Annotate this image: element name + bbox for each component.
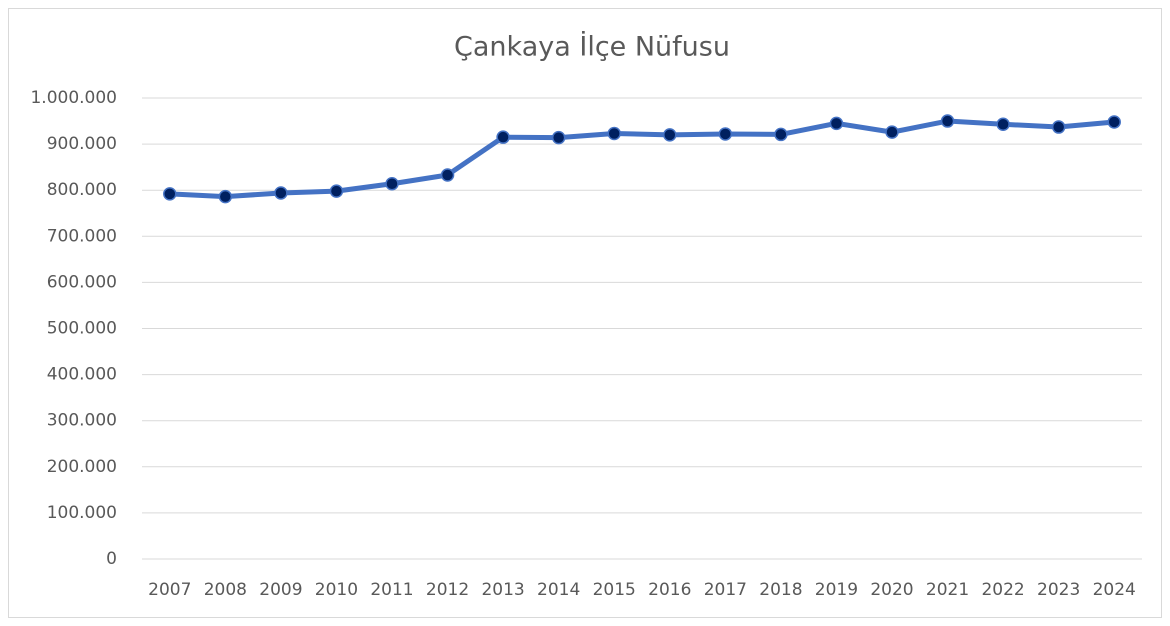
data-point	[218, 189, 233, 204]
data-point	[774, 127, 788, 142]
y-tick-label: 0	[106, 549, 117, 569]
x-tick-label: 2015	[593, 580, 636, 600]
x-tick-label: 2017	[704, 580, 747, 600]
data-point	[163, 187, 177, 201]
x-tick-label: 2016	[648, 580, 691, 600]
data-point	[663, 128, 677, 142]
data-point	[440, 168, 455, 182]
y-tick-label: 500.000	[47, 319, 117, 339]
y-tick-label: 800.000	[47, 180, 117, 200]
x-tick-label: 2019	[815, 580, 858, 600]
y-tick-label: 300.000	[47, 411, 117, 431]
data-point	[551, 130, 566, 145]
data-point	[496, 130, 510, 144]
data-point	[607, 126, 621, 141]
x-tick-label: 2011	[370, 580, 413, 600]
y-tick-label: 200.000	[47, 457, 117, 477]
x-tick-label: 2018	[759, 580, 802, 600]
x-tick-label: 2008	[204, 580, 247, 600]
data-line	[169, 118, 1115, 200]
x-tick-label: 2012	[426, 580, 469, 600]
data-point	[718, 127, 733, 141]
x-tick-label: 2022	[981, 580, 1024, 600]
data-point	[829, 116, 844, 131]
data-point	[274, 186, 288, 200]
x-tick-label: 2010	[315, 580, 358, 600]
y-tick-label: 400.000	[47, 365, 117, 385]
x-tick-label: 2007	[148, 580, 191, 600]
data-point	[885, 125, 899, 139]
y-tick-label: 700.000	[47, 226, 117, 246]
y-tick-label: 1.000.000	[30, 88, 117, 108]
x-tick-label: 2009	[259, 580, 302, 600]
data-point	[1051, 120, 1066, 134]
data-point	[329, 184, 344, 198]
x-tick-label: 2013	[481, 580, 524, 600]
data-point	[996, 117, 1010, 132]
data-point	[1107, 115, 1121, 129]
data-point	[940, 114, 955, 128]
data-point	[385, 176, 399, 191]
y-tick-label: 600.000	[47, 272, 117, 292]
x-tick-label: 2023	[1037, 580, 1080, 600]
x-tick-label: 2021	[926, 580, 969, 600]
y-tick-label: 900.000	[47, 134, 117, 154]
chart-title: Çankaya İlçe Nüfusu	[454, 31, 730, 63]
y-tick-label: 100.000	[47, 503, 117, 523]
x-tick-label: 2014	[537, 580, 580, 600]
x-tick-label: 2020	[870, 580, 913, 600]
x-tick-label: 2024	[1093, 580, 1136, 600]
chart-border	[8, 8, 1162, 618]
